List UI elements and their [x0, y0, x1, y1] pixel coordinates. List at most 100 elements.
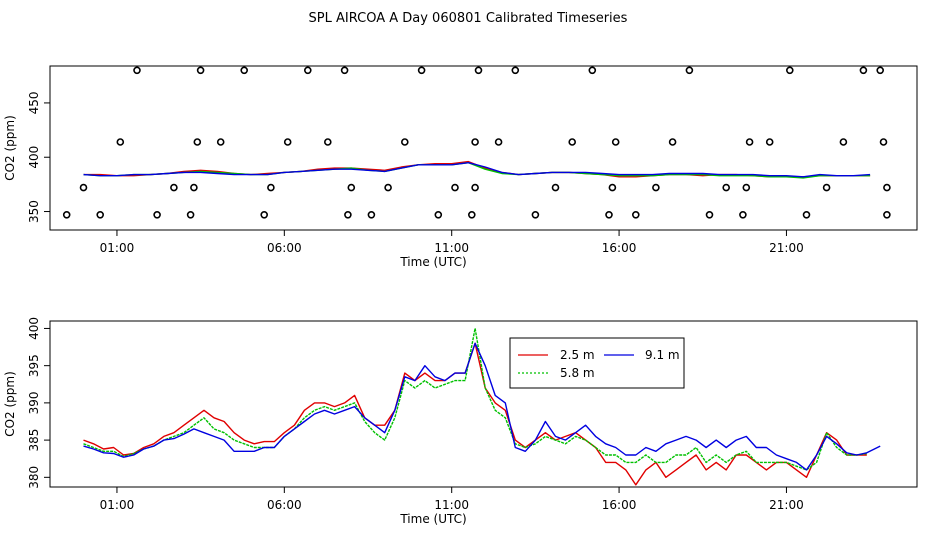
bottom-series-2-5-m — [83, 342, 867, 486]
scatter-point — [511, 66, 520, 75]
bottom-y-tick-label-400: 400 — [27, 317, 41, 340]
scatter-point — [765, 138, 774, 146]
scatter-point — [705, 211, 714, 219]
scatter-point — [568, 138, 577, 146]
top-plot-frame — [49, 65, 918, 231]
scatter-point — [186, 211, 195, 219]
legend-box — [509, 337, 685, 389]
bottom-x-tick-label-0: 01:00 — [100, 498, 135, 512]
scatter-point — [216, 138, 225, 146]
scatter-point — [417, 66, 426, 75]
bottom-y-tick-label-395: 395 — [27, 354, 41, 377]
scatter-point — [551, 183, 560, 192]
scatter-point — [79, 183, 88, 192]
scatter-point — [739, 211, 747, 219]
bottom-x-tick-label-3: 16:00 — [602, 498, 637, 512]
scatter-point — [190, 183, 198, 192]
scatter-point — [685, 66, 694, 75]
scatter-point — [384, 183, 392, 192]
scatter-point — [451, 183, 459, 192]
top-x-tick-label-2: 11:00 — [434, 241, 469, 255]
scatter-point — [471, 183, 479, 192]
scatter-point — [267, 183, 275, 192]
top-y-tick-label-450: 450 — [27, 91, 41, 114]
top-y-axis-label: CO2 (ppm) — [3, 115, 17, 181]
legend-label-2-5m: 2.5 m — [560, 348, 595, 362]
bottom-y-axis-label: CO2 (ppm) — [3, 371, 17, 437]
bottom-x-axis-label: Time (UTC) — [399, 512, 466, 526]
bottom-y-axis: 380 385 390 395 400 — [27, 317, 50, 489]
scatter-point — [116, 138, 125, 146]
figure-title: SPL AIRCOA A Day 060801 Calibrated Times… — [309, 11, 628, 26]
top-series-5-8-m — [83, 161, 871, 179]
top-x-tick-label-0: 01:00 — [100, 241, 135, 255]
scatter-point — [745, 138, 754, 146]
top-y-axis: 350 400 450 — [27, 91, 50, 223]
scatter-point — [367, 211, 376, 219]
bottom-plot-frame — [49, 320, 918, 488]
scatter-point — [283, 138, 292, 146]
scatter-point — [400, 138, 409, 146]
scatter-point — [722, 183, 731, 192]
top-panel: 350 400 450 01:00 06:00 11:00 16:00 21:00 Time… — [3, 65, 918, 269]
bottom-x-tick-label-4: 21:00 — [769, 498, 804, 512]
scatter-point — [531, 211, 540, 219]
bottom-series-9-1-m — [83, 342, 881, 471]
legend: 2.5 m 9.1 m 5.8 m — [509, 337, 685, 389]
scatter-point — [471, 138, 479, 146]
scatter-point — [859, 66, 868, 75]
bottom-x-axis: 01:00 06:00 11:00 16:00 21:00 — [100, 487, 804, 512]
bottom-y-tick-label-385: 385 — [27, 429, 41, 452]
top-x-axis-label: Time (UTC) — [399, 255, 466, 269]
scatter-point — [611, 138, 620, 146]
scatter-point — [196, 66, 205, 75]
top-x-tick-label-3: 16:00 — [602, 241, 637, 255]
scatter-point — [839, 138, 848, 146]
scatter-point — [608, 183, 617, 192]
scatter-point — [876, 66, 885, 75]
scatter-point — [883, 183, 891, 192]
scatter-point — [742, 183, 751, 192]
scatter-point — [605, 211, 613, 219]
scatter-point — [344, 211, 352, 219]
scatter-point — [303, 66, 312, 75]
scatter-point — [474, 66, 483, 75]
top-plot-area — [62, 66, 891, 219]
scatter-point — [883, 211, 891, 219]
scatter-point — [631, 211, 640, 219]
top-x-axis: 01:00 06:00 11:00 16:00 21:00 — [100, 230, 804, 255]
top-y-tick-label-400: 400 — [27, 146, 41, 169]
scatter-point — [494, 138, 503, 146]
scatter-point — [193, 138, 202, 146]
bottom-panel: 380 385 390 395 400 01:00 06:00 11:00 16:00 21:0… — [3, 317, 918, 526]
scatter-point — [588, 66, 597, 75]
scatter-point — [802, 211, 811, 219]
bottom-series-5-8-m — [83, 327, 867, 471]
scatter-point — [260, 211, 269, 219]
bottom-y-tick-label-390: 390 — [27, 391, 41, 414]
bottom-y-tick-label-380: 380 — [27, 466, 41, 489]
top-x-tick-label-4: 21:00 — [769, 241, 804, 255]
scatter-point — [785, 66, 794, 75]
scatter-point — [170, 183, 178, 192]
scatter-point — [652, 183, 660, 192]
scatter-point — [434, 211, 443, 219]
bottom-x-tick-label-2: 11:00 — [434, 498, 469, 512]
scatter-point — [347, 183, 356, 192]
bottom-series-lines — [83, 327, 881, 486]
scatter-point — [96, 211, 104, 219]
scatter-point — [879, 138, 888, 146]
scatter-point — [153, 211, 161, 219]
scatter-point — [340, 66, 349, 75]
scatter-point — [323, 138, 332, 146]
bottom-x-tick-label-1: 06:00 — [267, 498, 302, 512]
scatter-point — [62, 211, 71, 219]
scatter-point — [467, 211, 476, 219]
top-y-tick-label-350: 350 — [27, 200, 41, 223]
top-series-lines — [83, 160, 871, 179]
scatter-point — [133, 66, 141, 75]
top-series-9-1-m — [83, 161, 871, 178]
legend-label-5-8m: 5.8 m — [560, 366, 595, 380]
